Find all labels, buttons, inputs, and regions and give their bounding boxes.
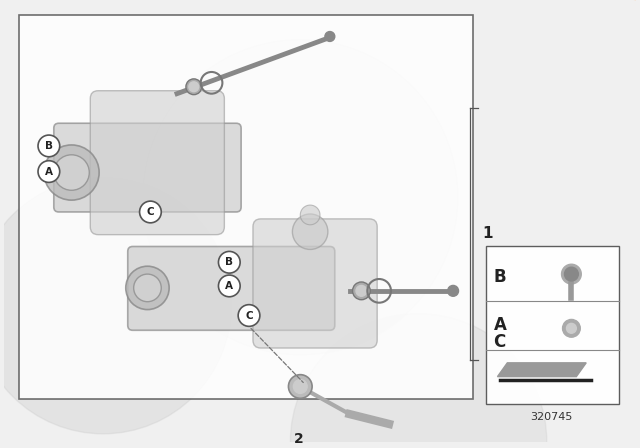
Text: 1: 1: [483, 226, 493, 241]
Circle shape: [126, 266, 169, 310]
Circle shape: [300, 205, 320, 225]
Text: A: A: [45, 167, 53, 177]
Circle shape: [291, 314, 547, 448]
Circle shape: [134, 274, 161, 302]
Circle shape: [292, 214, 328, 250]
Circle shape: [38, 135, 60, 157]
Circle shape: [143, 39, 458, 355]
FancyBboxPatch shape: [54, 123, 241, 212]
Circle shape: [561, 264, 581, 284]
Bar: [19, 15, 473, 399]
Circle shape: [186, 79, 202, 95]
Text: A: A: [493, 315, 506, 333]
FancyBboxPatch shape: [128, 246, 335, 330]
FancyBboxPatch shape: [90, 90, 225, 235]
Circle shape: [353, 282, 371, 300]
Circle shape: [140, 201, 161, 223]
Text: B: B: [225, 257, 234, 267]
Circle shape: [325, 31, 335, 41]
Text: B: B: [45, 141, 53, 151]
Circle shape: [563, 319, 580, 337]
Circle shape: [564, 267, 579, 281]
FancyBboxPatch shape: [253, 219, 377, 348]
Polygon shape: [497, 363, 586, 377]
Bar: [486, 246, 619, 404]
Circle shape: [38, 161, 60, 182]
Text: C: C: [245, 310, 253, 320]
Circle shape: [447, 285, 458, 296]
Text: C: C: [493, 333, 506, 351]
Circle shape: [0, 177, 231, 434]
Circle shape: [218, 251, 240, 273]
Text: A: A: [225, 281, 234, 291]
Circle shape: [289, 375, 312, 398]
Text: C: C: [147, 207, 154, 217]
Text: B: B: [493, 268, 506, 286]
Circle shape: [238, 305, 260, 326]
Circle shape: [566, 323, 577, 333]
Circle shape: [44, 145, 99, 200]
Text: 320745: 320745: [531, 412, 573, 422]
Circle shape: [293, 379, 307, 393]
Text: 2: 2: [293, 432, 303, 446]
Circle shape: [218, 275, 240, 297]
Circle shape: [189, 82, 199, 92]
Circle shape: [356, 285, 367, 296]
Circle shape: [54, 155, 90, 190]
